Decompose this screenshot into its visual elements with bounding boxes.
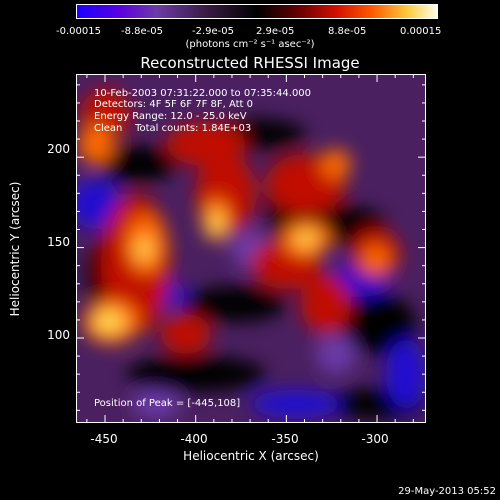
y-tick-label: 100 (47, 328, 70, 342)
annotation-energy: Energy Range: 12.0 - 25.0 keV (94, 111, 247, 122)
intensity-blob (96, 146, 176, 182)
colorbar-tick: -0.00015 (56, 26, 101, 37)
colorbar-tick: -2.9e-05 (192, 26, 234, 37)
intensity-blob (208, 210, 224, 238)
intensity-blob (93, 310, 125, 334)
intensity-blob (301, 274, 351, 334)
y-tick-label: 200 (47, 142, 70, 156)
chart-title: Reconstructed RHESSI Image (140, 54, 360, 72)
x-tick-label: -350 (271, 432, 299, 446)
footer-date: 29-May-2013 05:52 (398, 486, 496, 497)
x-axis-label: Heliocentric X (arcsec) (183, 449, 319, 463)
intensity-blob (76, 179, 121, 229)
heatmap-intensity (76, 89, 426, 419)
colorbar-tick: 2.9e-05 (256, 26, 295, 37)
colorbar-tick: 8.8e-05 (328, 26, 367, 37)
annotation-clean: Clean Total counts: 1.84E+03 (94, 123, 252, 134)
intensity-blob (386, 339, 426, 409)
y-tick-label: 150 (47, 235, 70, 249)
intensity-blob (161, 314, 211, 354)
plot-frame (76, 74, 426, 423)
intensity-blob (251, 390, 341, 418)
annotation-detectors: Detectors: 4F 5F 6F 7F 8F, Att 0 (94, 99, 254, 110)
intensity-blob (316, 334, 356, 374)
intensity-blob (321, 149, 351, 179)
colorbar-unit: (photons cm⁻² s⁻¹ asec⁻²) (185, 39, 315, 50)
x-tick-label: -400 (180, 432, 208, 446)
intensity-blob (362, 245, 390, 273)
colorbar-tick: 0.00015 (400, 26, 442, 37)
intensity-blob (78, 124, 114, 164)
colorbar-tick: -8.8e-05 (121, 26, 163, 37)
intensity-blob (131, 390, 181, 418)
intensity-blob (294, 231, 318, 247)
intensity-blob (336, 294, 416, 354)
y-axis-label: Heliocentric Y (arcsec) (8, 181, 22, 317)
colorbar (76, 4, 438, 19)
x-tick-label: -450 (90, 432, 118, 446)
heatmap-plot (76, 74, 426, 423)
intensity-blob (136, 237, 152, 261)
intensity-blob (186, 286, 286, 322)
x-tick-label: -300 (361, 432, 389, 446)
intensity-blob (126, 356, 266, 392)
annotation-time: 10-Feb-2003 07:31:22.000 to 07:35:44.000 (94, 88, 312, 99)
annotation-peak: Position of Peak = [-445,108] (94, 398, 241, 409)
